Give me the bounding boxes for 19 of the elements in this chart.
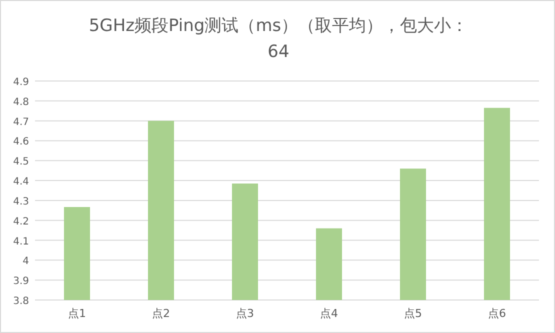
y-tick-label: 4.5 xyxy=(13,156,29,168)
x-tick-label: 点1 xyxy=(68,307,86,320)
y-tick-label: 4.1 xyxy=(13,236,29,248)
x-tick-label: 点3 xyxy=(236,307,254,320)
y-tick-label: 4.2 xyxy=(13,216,29,228)
y-tick-label: 4.8 xyxy=(13,96,29,108)
y-tick-label: 4.9 xyxy=(13,77,29,88)
y-tick-label: 3.9 xyxy=(13,276,29,288)
y-tick-label: 4.6 xyxy=(13,136,29,148)
chart-title: 5GHz频段Ping测试（ms）（取平均），包大小：64 xyxy=(88,15,470,64)
x-tick-label: 点6 xyxy=(488,307,506,320)
y-tick-label: 4.3 xyxy=(13,196,29,208)
x-tick-label: 点5 xyxy=(404,307,422,320)
y-tick-label: 4.4 xyxy=(13,176,29,188)
x-tick-label: 点4 xyxy=(320,307,338,320)
x-tick-label: 点2 xyxy=(152,307,170,320)
y-tick-label: 4.7 xyxy=(13,116,29,128)
y-tick-label: 3.8 xyxy=(13,296,29,307)
y-tick-label: 4 xyxy=(22,256,29,268)
